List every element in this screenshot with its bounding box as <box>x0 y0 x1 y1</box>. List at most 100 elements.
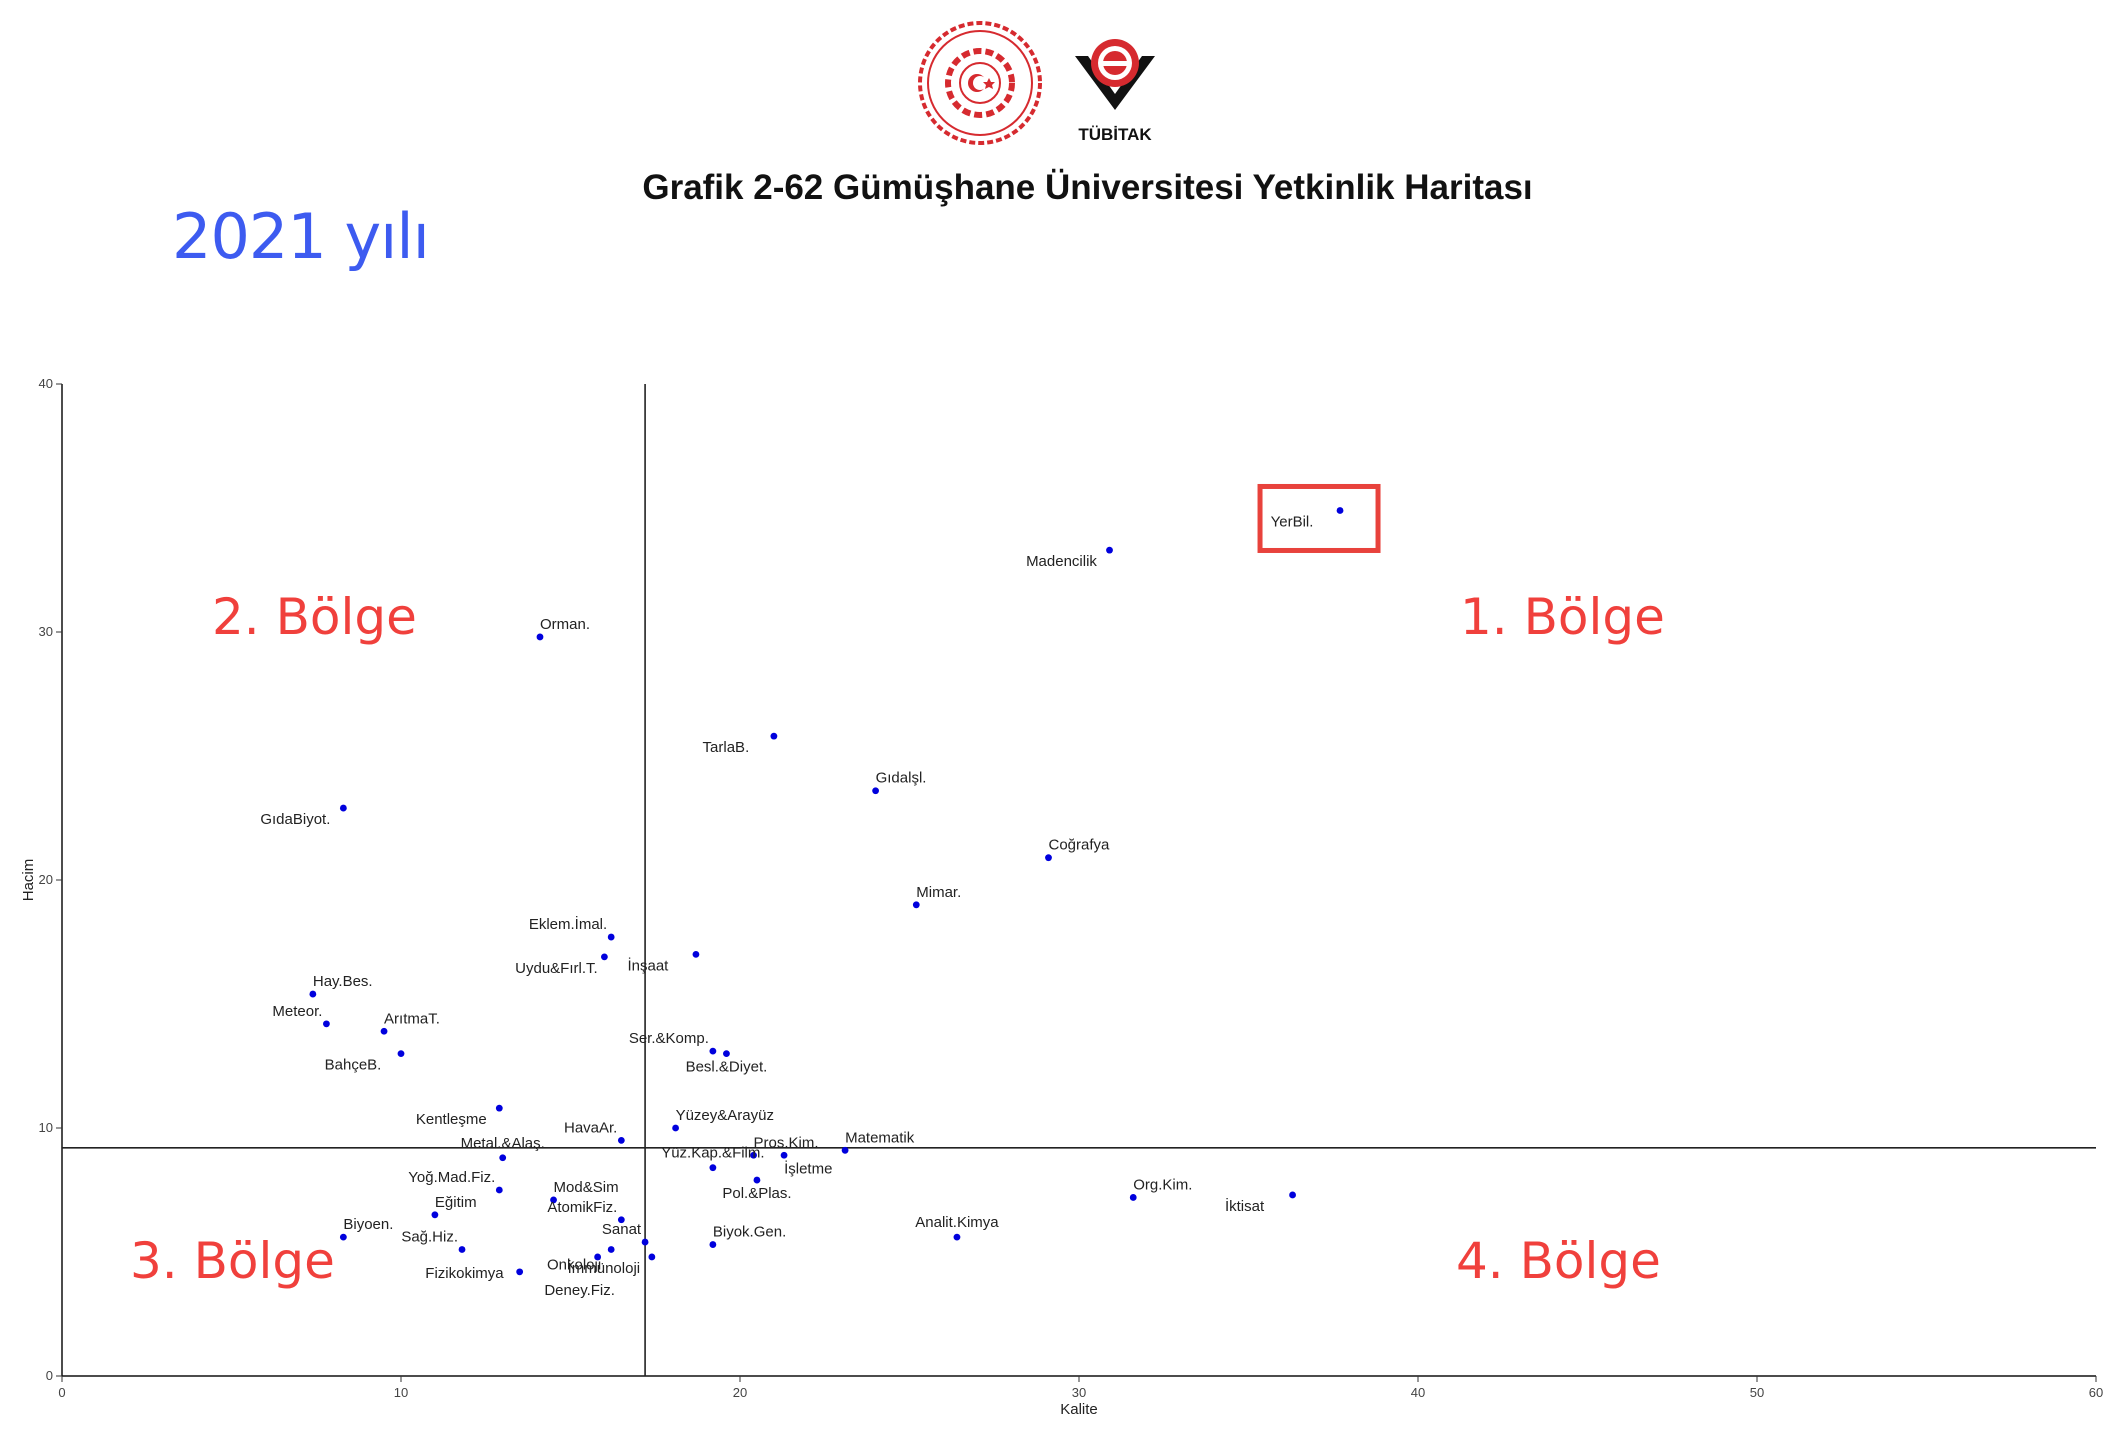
point-label-uydu-fırl-t: Uydu&Fırl.T. <box>515 960 598 977</box>
x-tick-label: 60 <box>2089 1385 2103 1400</box>
y-axis-label: Hacim <box>20 859 37 902</box>
point-label-meteor: Meteor. <box>272 1003 322 1020</box>
point-fizikokimya <box>516 1268 524 1276</box>
point-label-arıtmat: ArıtmaT. <box>384 1010 440 1027</box>
point-metal-alaş <box>499 1154 507 1162</box>
point-label-metal-alaş: Metal.&Alaş. <box>461 1135 545 1152</box>
point-label-eğitim: Eğitim <box>435 1194 477 1211</box>
point-label-analit-kimya: Analit.Kimya <box>915 1214 999 1231</box>
point-i-nşaat <box>692 951 700 958</box>
point-label-yüz-kap-film: Yüz.Kap.&Film. <box>661 1145 764 1162</box>
point-havaar <box>617 1137 625 1144</box>
point-label-yoğ-mad-fiz: Yoğ.Mad.Fiz. <box>408 1169 495 1186</box>
point-biyok-gen <box>709 1241 717 1248</box>
point-yerbil <box>1336 507 1344 514</box>
y-tick-label: 30 <box>39 624 53 639</box>
point-kentleşme <box>495 1104 503 1112</box>
point-label-madencilik: Madencilik <box>1026 553 1097 570</box>
tubitak-logo: TÜBİTAK <box>1070 18 1160 148</box>
point-label-i-şletme: İşletme <box>784 1159 832 1177</box>
point-label-coğrafya: Coğrafya <box>1048 837 1110 854</box>
point-label-mod-sim: Mod&Sim <box>554 1179 619 1196</box>
region-4-label: 4. Bölge <box>1456 1232 1661 1290</box>
point-label-yerbil: YerBil. <box>1271 513 1314 530</box>
point-orman <box>536 633 544 641</box>
point-label-biyoen: Biyoen. <box>343 1216 393 1233</box>
y-tick-label: 0 <box>46 1368 53 1383</box>
point-sanat <box>641 1238 649 1246</box>
point-arıtmat <box>380 1027 388 1035</box>
point-label-mimar: Mimar. <box>916 884 961 901</box>
point-label-pol-plas: Pol.&Plas. <box>722 1185 791 1202</box>
chart-title: Grafik 2-62 Gümüşhane Üniversitesi Yetki… <box>642 168 1533 207</box>
tubitak-logo-text: TÜBİTAK <box>1078 125 1152 144</box>
point-atomikfiz <box>617 1216 625 1224</box>
point-yüz-kap-film <box>709 1164 717 1172</box>
x-tick-label: 10 <box>394 1385 408 1400</box>
x-tick-label: 40 <box>1411 1385 1425 1400</box>
point-label-orman: Orman. <box>540 616 590 633</box>
point-label-eklem-i-mal: Eklem.İmal. <box>529 915 607 933</box>
point-label-bahçeb: BahçeB. <box>325 1057 382 1074</box>
point-meteor <box>323 1020 330 1028</box>
region-1-label: 1. Bölge <box>1460 588 1665 646</box>
point-uydu-fırl-t <box>601 953 608 961</box>
point-label-biyok-gen: Biyok.Gen. <box>713 1224 786 1241</box>
point-gıdalşl <box>872 787 879 795</box>
point-matematik <box>841 1146 849 1154</box>
point-label-i-ktisat: İktisat <box>1225 1197 1265 1215</box>
x-tick-label: 50 <box>1750 1385 1764 1400</box>
x-tick-label: 20 <box>733 1385 747 1400</box>
x-axis-label: Kalite <box>1060 1401 1098 1418</box>
point-sağ-hiz <box>458 1246 466 1253</box>
point-label-i-mmünoloji: İmmünoloji <box>568 1259 641 1277</box>
point-i-ktisat <box>1289 1191 1296 1199</box>
point-label-besl-diyet: Besl.&Diyet. <box>686 1059 768 1076</box>
point-label-pros-kim: Pros.Kim. <box>754 1134 819 1151</box>
point-madencilik <box>1106 546 1113 554</box>
x-tick-label: 30 <box>1072 1385 1086 1400</box>
ministry-logo <box>915 18 1045 148</box>
point-pros-kim <box>750 1151 757 1159</box>
point-label-gıdalşl: Gıdalşl. <box>876 770 927 787</box>
point-yüzey-arayüz <box>672 1124 679 1132</box>
point-label-hay-bes: Hay.Bes. <box>313 973 373 990</box>
point-gıdabiyot <box>339 804 347 812</box>
point-label-sağ-hiz: Sağ.Hiz. <box>401 1229 458 1246</box>
point-label-org-kim: Org.Kim. <box>1133 1176 1192 1193</box>
point-pol-plas <box>753 1176 761 1184</box>
point-label-atomikfiz: AtomikFiz. <box>547 1199 617 1216</box>
point-label-havaar: HavaAr. <box>564 1119 617 1136</box>
y-tick-label: 10 <box>39 1120 53 1135</box>
point-i-şletme <box>780 1151 788 1159</box>
point-label-kentleşme: Kentleşme <box>416 1111 487 1128</box>
point-label-onkoloji: Onkoloji <box>547 1257 601 1274</box>
point-besl-diyet <box>723 1050 730 1057</box>
point-label-gıdabiyot: GıdaBiyot. <box>260 811 330 828</box>
point-eklem-i-mal <box>607 933 615 941</box>
y-tick-label: 20 <box>39 872 53 887</box>
point-label-i-nşaat: İnşaat <box>627 956 669 974</box>
point-onkoloji <box>607 1246 615 1253</box>
point-ser-komp <box>709 1047 717 1055</box>
point-mimar <box>912 901 920 909</box>
point-label-yüzey-arayüz: Yüzey&Arayüz <box>676 1107 774 1124</box>
y-tick-label: 40 <box>39 376 53 391</box>
point-eğitim <box>431 1211 439 1219</box>
point-i-mmünoloji <box>648 1253 656 1261</box>
point-mod-sim <box>550 1196 557 1204</box>
point-label-deney-fiz: Deney.Fiz. <box>544 1282 615 1299</box>
region-2-label: 2. Bölge <box>212 588 417 646</box>
point-bahçeb <box>397 1050 405 1057</box>
point-hay-bes <box>309 990 317 998</box>
x-tick-label: 0 <box>58 1385 65 1400</box>
point-org-kim <box>1129 1194 1137 1201</box>
year-label: 2021 yılı <box>172 200 430 273</box>
point-biyoen <box>339 1233 347 1241</box>
point-label-sanat: Sanat <box>602 1221 642 1238</box>
point-label-ser-komp: Ser.&Komp. <box>629 1030 709 1047</box>
point-analit-kimya <box>953 1233 961 1241</box>
point-label-tarlab: TarlaB. <box>703 739 750 756</box>
point-label-matematik: Matematik <box>845 1129 915 1146</box>
